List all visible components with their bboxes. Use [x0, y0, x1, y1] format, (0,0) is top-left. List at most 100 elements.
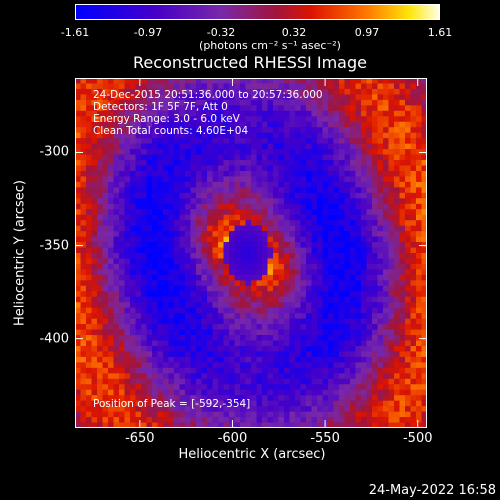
heatmap-cell: [141, 181, 147, 188]
heatmap-cell: [201, 236, 208, 243]
heatmap-cell: [80, 198, 87, 205]
heatmap-cell: [163, 362, 169, 369]
heatmap-cell: [366, 138, 373, 144]
heatmap-cell: [185, 373, 191, 380]
heatmap-cell: [306, 149, 312, 155]
heatmap-cell: [245, 176, 252, 183]
heatmap-cell: [366, 258, 373, 265]
heatmap-cell: [295, 154, 301, 161]
heatmap-cell: [196, 165, 202, 172]
heatmap-cell: [102, 176, 109, 183]
heatmap-cell: [278, 318, 285, 325]
heatmap-cell: [75, 83, 81, 90]
heatmap-cell: [306, 384, 312, 391]
heatmap-cell: [201, 220, 208, 226]
heatmap-cell: [410, 351, 417, 358]
heatmap-cell: [394, 335, 400, 341]
heatmap-cell: [372, 400, 378, 407]
heatmap-cell: [207, 329, 213, 336]
heatmap-cell: [311, 269, 318, 276]
heatmap-cell: [333, 121, 340, 128]
heatmap-cell: [91, 340, 98, 347]
heatmap-cell: [168, 170, 175, 177]
heatmap-cell: [108, 160, 114, 166]
heatmap-cell: [135, 302, 142, 308]
heatmap-cell: [108, 356, 114, 363]
heatmap-cell: [196, 400, 202, 407]
heatmap-cell: [339, 187, 345, 194]
heatmap-cell: [108, 121, 114, 128]
heatmap-cell: [394, 313, 400, 319]
heatmap-cell: [130, 362, 136, 369]
heatmap-cell: [234, 88, 241, 95]
heatmap-cell: [416, 110, 422, 117]
heatmap-cell: [218, 192, 224, 199]
heatmap-cell: [405, 121, 411, 128]
heatmap-cell: [372, 138, 378, 144]
heatmap-cell: [80, 324, 87, 330]
heatmap-cell: [91, 263, 98, 270]
heatmap-cell: [311, 285, 318, 292]
heatmap-cell: [234, 422, 241, 428]
heatmap-cell: [152, 395, 158, 401]
heatmap-cell: [229, 340, 235, 347]
heatmap-cell: [416, 411, 422, 418]
heatmap-cell: [168, 83, 175, 90]
heatmap-cell: [355, 192, 362, 199]
heatmap-cell: [317, 258, 323, 265]
heatmap-cell: [97, 181, 103, 188]
heatmap-cell: [333, 291, 340, 298]
heatmap-cell: [80, 83, 87, 90]
heatmap-cell: [339, 258, 345, 265]
heatmap-cell: [102, 214, 109, 221]
heatmap-cell: [113, 192, 120, 199]
heatmap-cell: [102, 99, 109, 106]
heatmap-cell: [185, 132, 191, 139]
heatmap-cell: [377, 411, 384, 418]
heatmap-cell: [229, 88, 235, 95]
heatmap-cell: [179, 170, 186, 177]
heatmap-cell: [163, 313, 169, 319]
heatmap-cell: [108, 132, 114, 139]
heatmap-cell: [218, 400, 224, 407]
heatmap-cell: [267, 285, 274, 292]
heatmap-cell: [295, 143, 301, 150]
heatmap-cell: [410, 236, 417, 243]
heatmap-cell: [113, 105, 120, 112]
heatmap-cell: [344, 181, 351, 188]
heatmap-cell: [130, 220, 136, 226]
heatmap-cell: [344, 362, 351, 369]
heatmap-cell: [372, 165, 378, 172]
heatmap-cell: [190, 253, 197, 259]
heatmap-cell: [372, 121, 378, 128]
heatmap-cell: [300, 329, 307, 336]
heatmap-cell: [212, 160, 219, 166]
heatmap-cell: [278, 214, 285, 221]
heatmap-cell: [284, 302, 290, 308]
heatmap-cell: [388, 170, 395, 177]
heatmap-cell: [234, 160, 241, 166]
heatmap-cell: [168, 324, 175, 330]
heatmap-cell: [284, 78, 290, 84]
heatmap-cell: [405, 269, 411, 276]
heatmap-cell: [75, 110, 81, 117]
heatmap-cell: [421, 329, 427, 336]
heatmap-cell: [383, 285, 389, 292]
heatmap-cell: [421, 192, 427, 199]
heatmap-cell: [124, 280, 131, 287]
heatmap-cell: [102, 285, 109, 292]
heatmap-cell: [207, 170, 213, 177]
heatmap-cell: [130, 170, 136, 177]
heatmap-cell: [223, 160, 230, 166]
heatmap-cell: [201, 367, 208, 374]
heatmap-cell: [372, 253, 378, 259]
heatmap-cell: [207, 160, 213, 166]
heatmap-cell: [102, 313, 109, 319]
heatmap-cell: [245, 121, 252, 128]
heatmap-cell: [273, 351, 279, 358]
heatmap-cell: [234, 280, 241, 287]
heatmap-cell: [388, 373, 395, 380]
heatmap-cell: [119, 192, 125, 199]
heatmap-cell: [141, 285, 147, 292]
heatmap-cell: [119, 417, 125, 423]
